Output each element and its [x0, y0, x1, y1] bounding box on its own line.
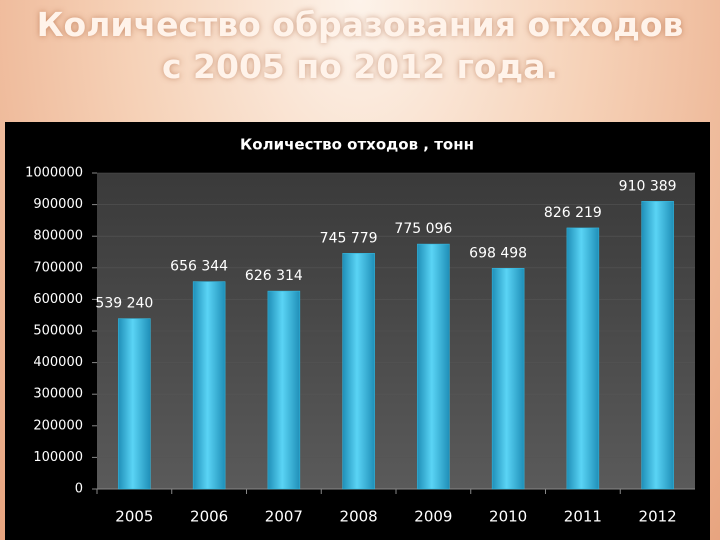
slide-title-line: с 2005 по 2012 года.	[161, 47, 559, 86]
y-tick-label: 200000	[33, 418, 83, 433]
x-tick-label: 2008	[340, 508, 378, 526]
value-label: 910 389	[619, 178, 677, 194]
value-label: 775 096	[394, 221, 452, 237]
value-label: 656 344	[170, 259, 228, 275]
x-tick-label: 2005	[115, 508, 153, 526]
y-tick-label: 900000	[33, 197, 83, 212]
chart-title: Количество отходов , тонн	[240, 136, 474, 154]
bar	[192, 281, 226, 490]
y-tick-label: 0	[75, 482, 83, 497]
x-tick-label: 2006	[190, 508, 228, 526]
slide-title-line: Количество образования отходов	[36, 5, 684, 44]
value-label: 826 219	[544, 205, 602, 221]
y-tick-label: 800000	[33, 229, 83, 244]
x-tick-label: 2012	[639, 508, 677, 526]
bar	[566, 227, 600, 490]
value-label: 698 498	[469, 245, 527, 261]
value-label: 626 314	[245, 268, 303, 284]
y-tick-label: 300000	[33, 387, 83, 402]
y-tick-label: 400000	[33, 355, 83, 370]
bar	[641, 201, 674, 490]
x-tick-label: 2007	[265, 508, 303, 526]
bar	[417, 243, 450, 490]
y-tick-label: 100000	[33, 450, 83, 465]
y-tick-label: 700000	[33, 260, 83, 275]
x-tick-label: 2010	[489, 508, 527, 526]
bar	[118, 318, 151, 490]
x-tick-label: 2009	[414, 508, 452, 526]
y-tick-label: 1000000	[25, 166, 83, 181]
bar	[267, 290, 301, 490]
bar	[342, 253, 375, 490]
value-label: 745 779	[320, 230, 378, 246]
x-tick-label: 2011	[564, 508, 602, 526]
y-tick-label: 500000	[33, 324, 83, 339]
bar	[491, 268, 525, 490]
slide-title: Количество образования отходов с 2005 по…	[0, 4, 720, 88]
value-label: 539 240	[95, 296, 153, 312]
y-tick-label: 600000	[33, 292, 83, 307]
